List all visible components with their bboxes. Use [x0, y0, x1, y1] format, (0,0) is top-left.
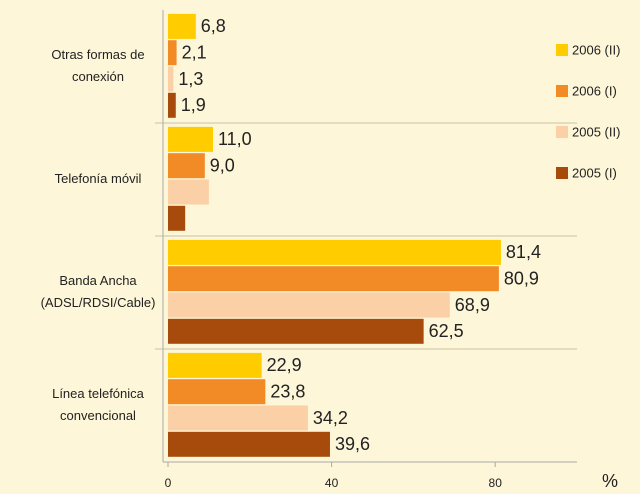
value-label: 22,9	[267, 355, 302, 375]
legend-label: 2006 (I)	[572, 83, 617, 98]
value-label: 68,9	[455, 295, 490, 315]
value-label: 81,4	[506, 242, 541, 262]
value-label: 6,8	[201, 16, 226, 36]
category-label: Telefonía móvil	[55, 171, 142, 186]
category-label: Otras formas de	[51, 47, 144, 62]
category-label: Línea telefónica	[52, 386, 145, 401]
bar	[168, 179, 209, 205]
x-tick-label: 40	[325, 476, 339, 490]
bar	[168, 352, 262, 378]
legend-swatch	[556, 126, 568, 138]
bar	[168, 205, 186, 231]
bar	[168, 405, 308, 431]
category-label: convencional	[60, 408, 136, 423]
bar	[168, 66, 174, 92]
legend-swatch	[556, 44, 568, 56]
bar	[168, 379, 266, 405]
value-label: 39,6	[335, 434, 370, 454]
bar	[168, 239, 501, 265]
legend-label: 2005 (I)	[572, 165, 617, 180]
bar	[168, 266, 499, 292]
value-label: 2,1	[182, 42, 207, 62]
bar	[168, 13, 196, 39]
bar	[168, 153, 205, 179]
legend-swatch	[556, 85, 568, 97]
value-label: 80,9	[504, 268, 539, 288]
x-tick-label: 0	[165, 476, 172, 490]
x-tick-label: 80	[489, 476, 503, 490]
value-label: 9,0	[210, 155, 235, 175]
value-label: 34,2	[313, 408, 348, 428]
category-label: Banda Ancha	[59, 273, 137, 288]
bar	[168, 318, 424, 344]
category-label: conexión	[72, 69, 124, 84]
value-label: 11,0	[218, 129, 252, 149]
bar	[168, 126, 213, 152]
legend-swatch	[556, 167, 568, 179]
legend-label: 2006 (II)	[572, 42, 620, 57]
bar	[168, 40, 177, 66]
x-axis-label: %	[602, 471, 618, 491]
value-label: 62,5	[429, 321, 464, 341]
value-label: 1,3	[178, 69, 203, 89]
value-label: 23,8	[270, 381, 305, 401]
value-label: 1,9	[181, 95, 206, 115]
legend-label: 2005 (II)	[572, 124, 620, 139]
bar	[168, 292, 450, 318]
bar	[168, 92, 176, 118]
bar	[168, 431, 330, 457]
category-label: (ADSL/RDSI/Cable)	[41, 295, 156, 310]
